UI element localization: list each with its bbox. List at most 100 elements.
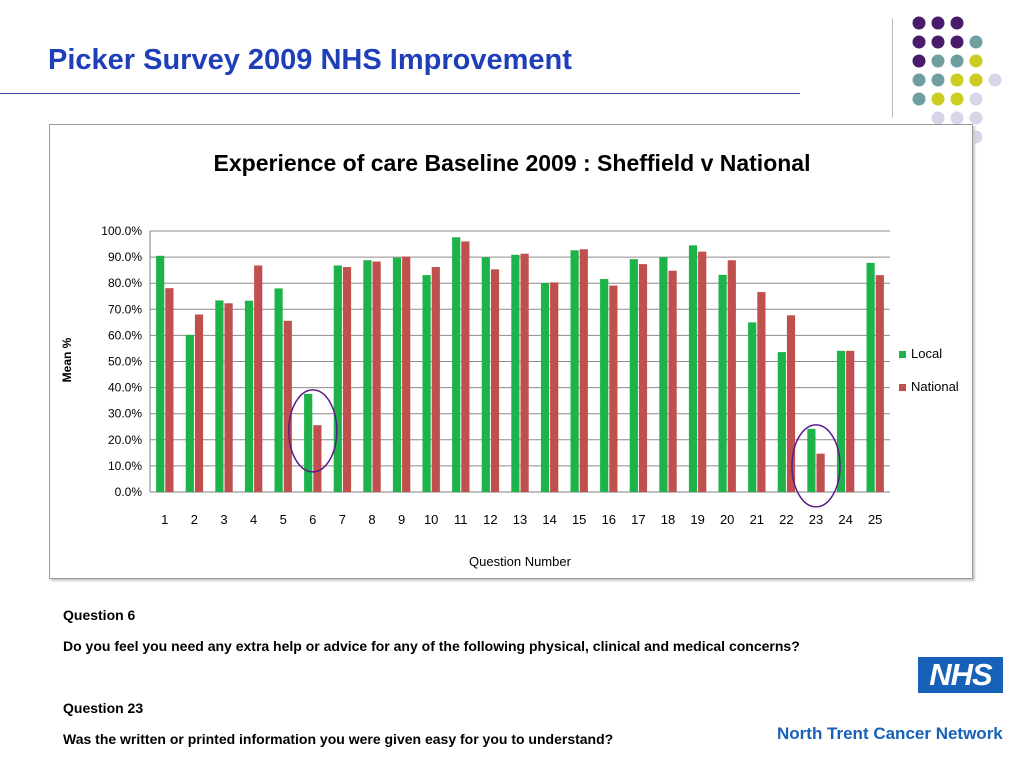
x-tick-label: 2 [191,512,198,527]
decor-dot [969,73,983,87]
decor-dot [912,54,926,68]
title-underline [0,93,800,94]
x-tick-label: 19 [690,512,704,527]
x-tick-label: 18 [661,512,675,527]
bar-national-q7 [342,267,352,492]
y-axis-label: Mean % [60,337,74,382]
x-tick-label: 20 [720,512,734,527]
bar-national-q24 [846,350,855,492]
question-23-text: Was the written or printed information y… [63,731,614,747]
x-tick-label: 21 [750,512,764,527]
bar-national-q12 [490,269,500,492]
chart-title: Experience of care Baseline 2009 : Sheff… [214,150,811,176]
x-tick-label: 5 [280,512,287,527]
decor-dot [912,16,926,30]
bar-local-q19 [688,245,698,492]
bar-local-q9 [392,257,402,492]
x-tick-label: 22 [779,512,793,527]
bar-national-q11 [461,241,470,492]
bar-national-q13 [520,253,529,492]
legend-swatch-national [899,384,906,391]
x-tick-label: 13 [513,512,527,527]
bar-national-q19 [698,251,707,492]
x-tick-label: 12 [483,512,497,527]
decor-dot [969,54,983,68]
bar-national-q6 [313,425,322,492]
bar-local-q13 [511,254,520,492]
bar-local-q22 [777,352,786,492]
nhs-logo-text: NHS [929,657,992,692]
bar-chart: Experience of care Baseline 2009 : Sheff… [60,150,959,569]
decor-vertical-rule [892,18,893,118]
bar-national-q21 [757,292,766,492]
decor-dot [950,54,964,68]
question-6-text: Do you feel you need any extra help or a… [63,638,800,654]
y-tick-label: 90.0% [108,250,142,264]
bar-national-q15 [579,249,588,492]
bar-local-q17 [629,259,638,492]
chart-frame: Experience of care Baseline 2009 : Sheff… [49,124,973,579]
bar-local-q5 [274,288,283,492]
bar-national-q25 [875,275,884,492]
x-tick-label: 7 [339,512,346,527]
x-tick-label: 4 [250,512,257,527]
y-tick-label: 60.0% [108,328,142,342]
slide-title: Picker Survey 2009 NHS Improvement [48,44,572,76]
bar-local-q16 [600,279,609,492]
y-tick-label: 100.0% [101,224,142,238]
x-axis-label: Question Number [469,554,572,569]
bar-local-q24 [836,350,846,492]
decor-dot [931,16,945,30]
decor-dot [950,92,964,106]
bar-national-q1 [165,288,174,492]
chart-legend: Local National [899,346,959,394]
bar-national-q10 [431,267,440,492]
x-tick-label: 16 [602,512,616,527]
y-tick-label: 50.0% [108,355,142,369]
bar-local-q18 [659,257,668,492]
highlight-circle-q23 [791,424,841,508]
decor-dot [950,111,964,125]
bar-local-q10 [422,275,431,492]
question-23-heading: Question 23 [63,700,144,716]
network-name: North Trent Cancer Network [777,724,1003,743]
decor-dot [969,111,983,125]
y-tick-label: 10.0% [108,459,142,473]
x-tick-label: 9 [398,512,405,527]
y-tick-label: 70.0% [108,302,142,316]
bar-national-q18 [668,270,677,492]
bar-local-q21 [748,322,757,492]
bar-national-q8 [372,261,381,492]
bar-national-q5 [283,320,292,492]
x-tick-label: 17 [631,512,645,527]
bar-national-q20 [727,260,736,492]
legend-swatch-local [899,351,906,358]
decor-dot [969,92,983,106]
bar-local-q23 [807,428,816,492]
decor-dot [931,111,945,125]
decor-dot [950,35,964,49]
nhs-logo: NHS [918,657,1003,693]
decor-dot [931,35,945,49]
bar-national-q22 [786,315,796,492]
bar-national-q9 [402,256,411,492]
decor-dot [912,92,926,106]
decor-dot [912,73,926,87]
decor-dot [950,73,964,87]
x-tick-label: 3 [220,512,227,527]
decor-dot [931,73,945,87]
question-6-heading: Question 6 [63,607,136,623]
legend-label-local: Local [911,346,942,361]
x-tick-label: 1 [161,512,168,527]
y-tick-label: 30.0% [108,407,142,421]
bar-local-q14 [540,282,550,492]
bar-local-q4 [244,300,254,492]
y-tick-label: 0.0% [115,485,143,499]
decor-dot [950,16,964,30]
bar-national-q14 [550,282,559,492]
x-tick-label: 6 [309,512,316,527]
bar-local-q25 [866,262,875,492]
bar-national-q2 [194,314,204,492]
bar-national-q16 [609,285,618,492]
bar-local-q15 [570,250,579,492]
